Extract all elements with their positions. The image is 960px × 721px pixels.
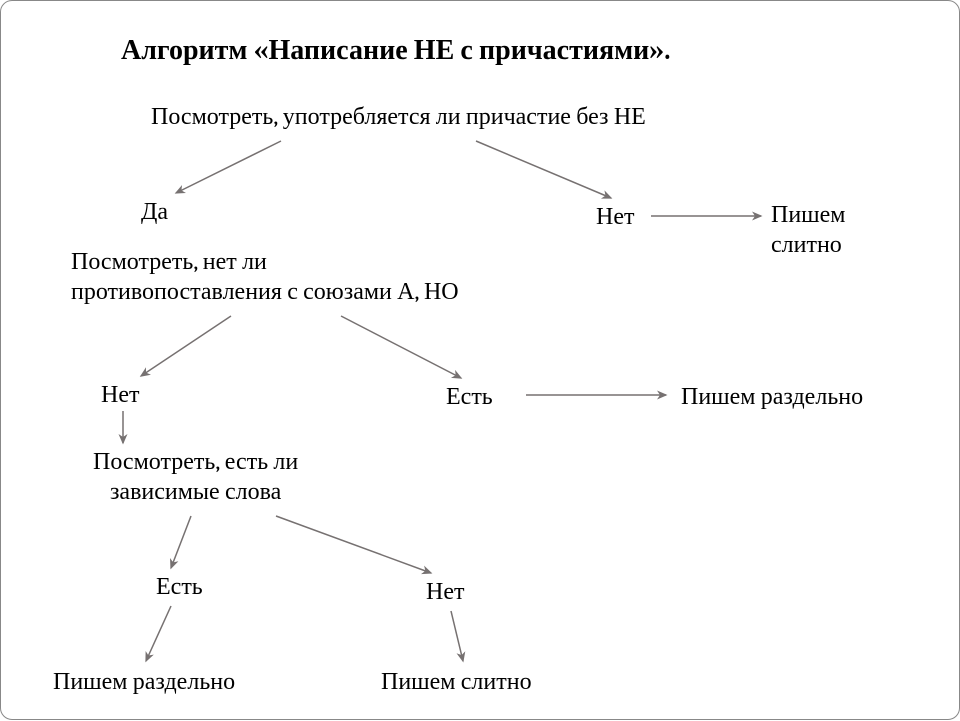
- answer-da-1: Да: [141, 196, 168, 226]
- question-3: Посмотреть, есть ли зависимые слова: [93, 446, 298, 506]
- arrow: [451, 611, 463, 661]
- question-1: Посмотреть, употребляется ли причастие б…: [151, 101, 646, 131]
- result-razdelno-3: Пишем раздельно: [53, 666, 235, 696]
- arrow: [276, 516, 431, 573]
- arrow: [341, 316, 461, 378]
- result-slitno-3: Пишем слитно: [381, 666, 532, 696]
- arrow: [476, 141, 611, 198]
- arrow: [146, 606, 171, 661]
- answer-est-2: Есть: [446, 381, 493, 411]
- answer-net-2: Нет: [101, 379, 139, 409]
- arrow: [141, 316, 231, 376]
- flowchart-canvas: Алгоритм «Написание НЕ с причастиями». П…: [0, 0, 960, 720]
- answer-net-1: Нет: [596, 201, 634, 231]
- result-slitno-1: Пишем слитно: [771, 199, 846, 259]
- arrow: [176, 141, 281, 193]
- arrow: [171, 516, 191, 568]
- answer-net-3: Нет: [426, 576, 464, 606]
- result-razdelno-2: Пишем раздельно: [681, 381, 863, 411]
- answer-est-3: Есть: [156, 571, 203, 601]
- title: Алгоритм «Написание НЕ с причастиями».: [121, 33, 671, 68]
- question-2: Посмотреть, нет ли противопоставления с …: [71, 246, 459, 306]
